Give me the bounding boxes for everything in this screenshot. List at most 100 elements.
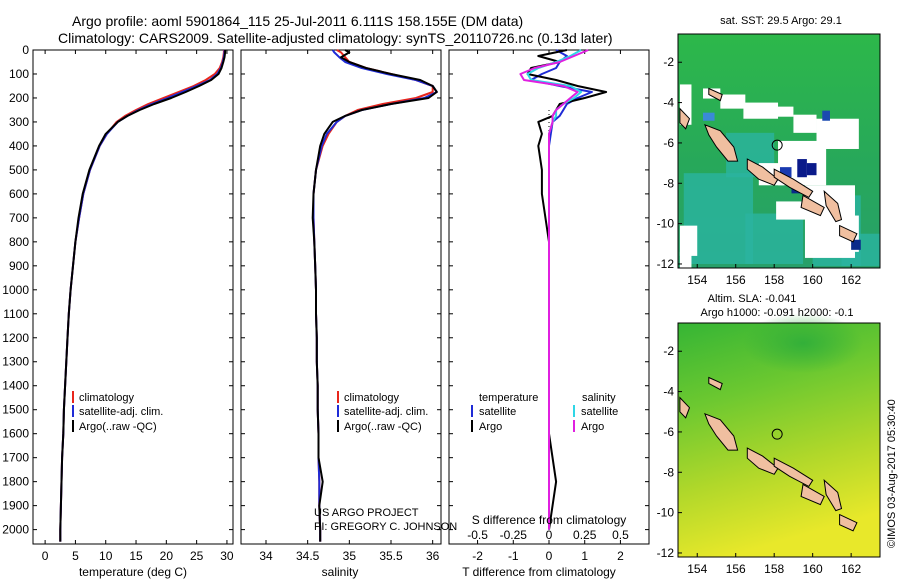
legend-satellite: satellite-adj. clim. [79, 406, 163, 418]
depth-tick-label: 0 [22, 43, 29, 57]
x-tick-label: 20 [160, 549, 174, 563]
depth-tick-label: 1200 [2, 331, 29, 345]
x-tick-label: 35.5 [379, 549, 403, 563]
legend-temperature-title: temperature [479, 392, 538, 404]
temperature-xlabel: temperature (deg C) [79, 565, 187, 579]
legend-s-argo: Argo [581, 421, 604, 433]
imos-footer: ©IMOS 03-Aug-2017 05:30:40 [886, 399, 898, 548]
sst-cold-patch [806, 163, 817, 176]
x-tick-label: 35 [343, 549, 357, 563]
map-y-tick-label: -4 [663, 96, 674, 110]
depth-tick-label: 300 [9, 115, 29, 129]
salinity-plot: 34 34.5 35 35.5 36 [259, 49, 440, 563]
x-tick-label: 25 [190, 549, 204, 563]
sst-cloud-mask [776, 106, 794, 117]
depth-tick-label: 200 [9, 91, 29, 105]
land-island [704, 123, 739, 162]
land-island [708, 376, 723, 391]
sst-cold-patch [797, 159, 807, 178]
sst-cloud-mask [720, 94, 746, 109]
project-pi: PI: GREGORY C. JOHNSON [314, 521, 457, 533]
sst-map: 154 156 158 160 162 -2 -4 -6 -8 -10 -12 [657, 33, 881, 287]
land-island [704, 412, 739, 451]
map-x-tick-label: 158 [764, 562, 784, 576]
x-tick-label: 30 [220, 549, 234, 563]
salinity-axes [240, 49, 442, 545]
legend-satellite: satellite-adj. clim. [344, 406, 428, 418]
map-x-tick-label: 162 [841, 562, 861, 576]
salinity-xlabel: salinity [322, 565, 359, 579]
legend-climatology: climatology [344, 392, 400, 404]
project-name: US ARGO PROJECT [314, 507, 419, 519]
map-frame [677, 322, 881, 558]
difference-xlabel-s: S difference from climatology [472, 513, 627, 527]
series-line-argo-raw-qc- [59, 50, 227, 542]
sst-cold-patch [779, 167, 792, 178]
land-island [823, 479, 843, 512]
legend-salinity-title: salinity [582, 392, 616, 404]
argo-position-marker [771, 428, 783, 440]
series-line-argo-raw-qc- [311, 49, 438, 542]
land-island [773, 168, 814, 199]
map-y-tick-label: -8 [663, 465, 674, 479]
map-x-tick-label: 156 [726, 273, 746, 287]
land-island [679, 107, 691, 130]
depth-tick-label: 600 [9, 187, 29, 201]
depth-tick-label: 1800 [2, 475, 29, 489]
figure-title-line1: Argo profile: aoml 5901864_115 25-Jul-20… [72, 13, 523, 29]
sst-cold-patch [851, 239, 861, 250]
sst-cyan-patch [745, 213, 804, 264]
land-island [800, 194, 825, 217]
x-tick-label: 0 [42, 549, 49, 563]
sla-map: 154 156 158 160 162 -2 -4 -6 -8 -10 -12 [657, 313, 881, 576]
land-island [773, 457, 814, 488]
legend-s-satellite: satellite [581, 406, 618, 418]
depth-tick-label: 400 [9, 139, 29, 153]
sst-cloud-mask [679, 84, 692, 125]
map-y-tick-label: -8 [663, 176, 674, 190]
depth-tick-label: 2000 [2, 523, 29, 537]
map-y-tick-label: -12 [657, 257, 675, 271]
difference-legend: temperature satellite Argo salinity sate… [471, 392, 618, 433]
depth-axis: 0 100 200 300 400 500 600 700 800 900 1000 1100 1200… [2, 43, 649, 537]
x-tick-label: 36 [426, 549, 440, 563]
map-x-tick-label: 160 [803, 562, 823, 576]
depth-tick-label: 1400 [2, 379, 29, 393]
x-tick-label: 15 [129, 549, 143, 563]
x-tick-label: 34 [259, 549, 273, 563]
x-tick-label-secondary: -0.5 [467, 528, 488, 542]
x-tick-label-secondary: -0.25 [500, 528, 528, 542]
x-tick-label: 1 [581, 549, 588, 563]
temperature-axes [32, 49, 234, 545]
land-island [823, 190, 843, 223]
land-island [746, 447, 779, 475]
temperature-legend: climatology satellite-adj. clim. Argo(..… [72, 391, 163, 433]
map-x-tick-label: 156 [726, 562, 746, 576]
salinity-legend: climatology satellite-adj. clim. Argo(..… [337, 391, 428, 433]
map-y-tick-label: -10 [657, 217, 675, 231]
figure-title-line2: Climatology: CARS2009. Satellite-adjuste… [58, 30, 613, 46]
sla-anomaly-blob [743, 313, 864, 374]
sst-cloud-mask [679, 251, 692, 271]
x-tick-label-secondary: 0 [546, 528, 553, 542]
depth-tick-label: 1000 [2, 283, 29, 297]
map-y-tick-label: -2 [663, 344, 674, 358]
legend-argo: Argo(..raw -QC) [344, 421, 422, 433]
map-y-tick-label: -10 [657, 506, 675, 520]
x-tick-label: 5 [72, 549, 79, 563]
map-x-tick-label: 162 [841, 273, 861, 287]
land-island [839, 224, 858, 243]
map-y-tick-label: -6 [663, 136, 674, 150]
legend-argo: Argo(..raw -QC) [79, 421, 157, 433]
sst-cloud-mask [793, 114, 817, 133]
depth-tick-label: 1100 [3, 307, 29, 321]
map-y-tick-label: -2 [663, 55, 674, 69]
x-tick-label: 34.5 [296, 549, 320, 563]
map-y-tick-label: -4 [663, 385, 674, 399]
sla-map-title-line1: Altim. SLA: -0.041 [708, 293, 797, 305]
depth-tick-label: 1600 [2, 427, 29, 441]
depth-tick-label: 1300 [2, 355, 29, 369]
sst-map-title: sat. SST: 29.5 Argo: 29.1 [720, 15, 842, 27]
x-tick-label: 0 [546, 549, 553, 563]
